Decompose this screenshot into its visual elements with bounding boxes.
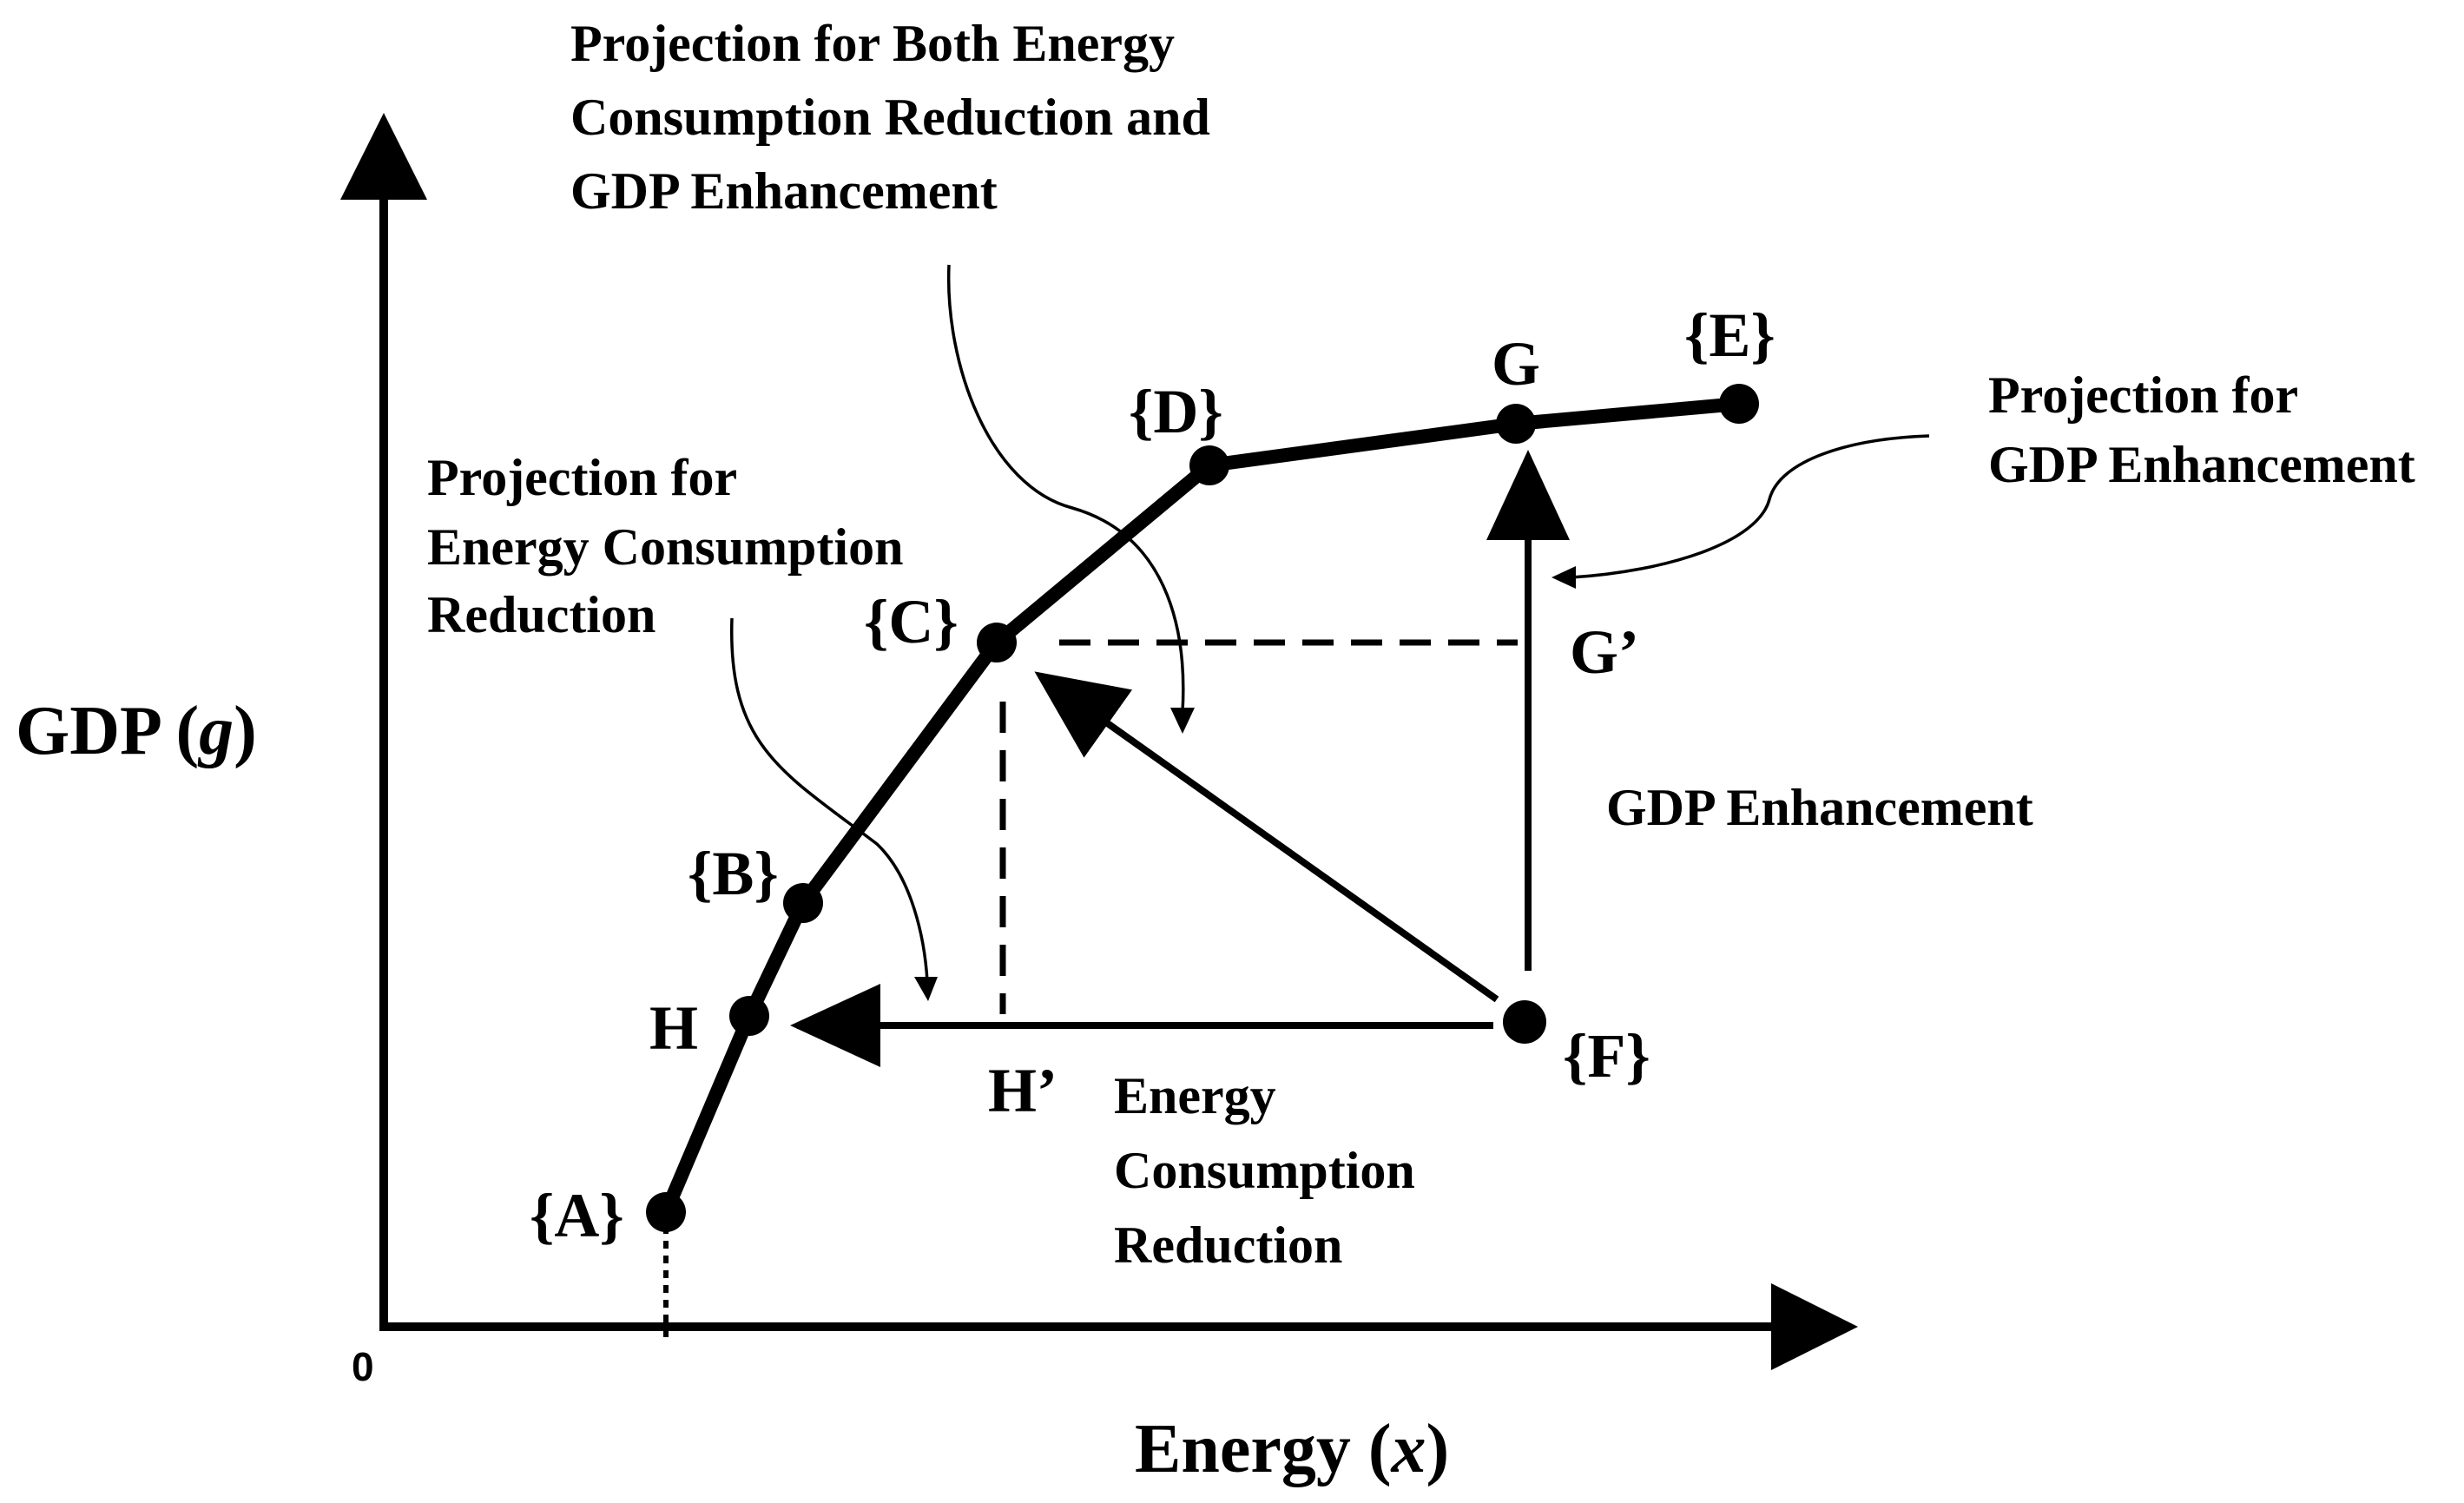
leader-gdp-projection-head — [1552, 566, 1576, 589]
label-b: {B} — [688, 839, 779, 908]
annotation-gdp-projection: Projection for GDP Enhancement — [1988, 366, 2415, 493]
label-c: {C} — [864, 587, 959, 656]
label-g: G — [1492, 329, 1540, 399]
point-e — [1719, 384, 1759, 424]
x-axis-label: Energy (x) — [1135, 1411, 1449, 1487]
point-a — [646, 1192, 686, 1232]
point-f — [1503, 1000, 1546, 1044]
annotation-both-projection: Projection for Both Energy Consumption R… — [570, 15, 1223, 220]
label-f: {F} — [1563, 1021, 1650, 1091]
annotation-gdp-enhancement: GDP Enhancement — [1606, 779, 2033, 836]
leader-both-projection — [946, 264, 1185, 713]
point-b — [783, 883, 823, 923]
point-h — [729, 996, 769, 1036]
label-h: H — [649, 993, 698, 1063]
label-h-prime: H’ — [988, 1056, 1057, 1125]
point-g — [1496, 404, 1536, 444]
label-g-prime: G’ — [1570, 617, 1639, 687]
annotation-energy-projection: Projection for Energy Consumption Reduct… — [427, 449, 916, 643]
point-c — [977, 623, 1017, 663]
label-d: {D} — [1129, 377, 1223, 446]
y-axis-label: GDP (g) — [16, 693, 257, 769]
leader-gdp-projection — [1571, 434, 1930, 579]
label-e: {E} — [1684, 300, 1776, 370]
leader-energy-projection — [730, 617, 929, 982]
leader-both-projection-head — [1170, 708, 1195, 734]
origin-label: 0 — [352, 1344, 374, 1389]
annotation-energy-reduction: Energy Consumption Reduction — [1114, 1067, 1428, 1274]
label-a: {A} — [530, 1181, 624, 1250]
arrow-f-to-c — [1034, 671, 1499, 1003]
point-d — [1189, 445, 1229, 485]
leader-energy-projection-head — [914, 977, 938, 1001]
